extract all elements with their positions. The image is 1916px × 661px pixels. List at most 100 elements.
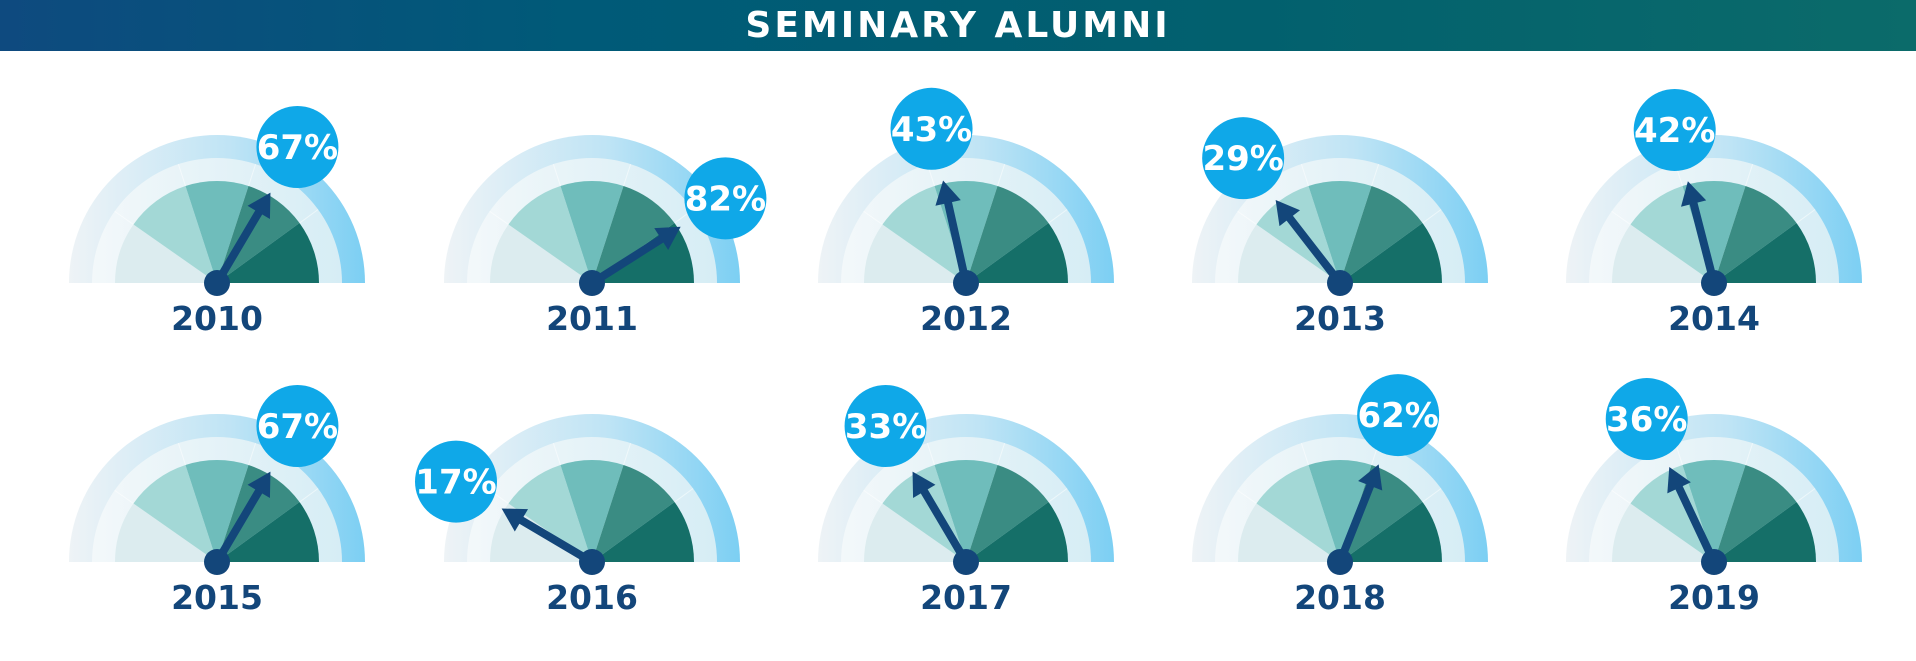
- gauge-segment: [1308, 180, 1372, 283]
- gauge-segment: [1340, 502, 1442, 562]
- gauge-2017: 33% 2017: [818, 385, 1114, 617]
- gauge-needle: [1689, 199, 1718, 287]
- gauge-pivot: [579, 549, 605, 575]
- gauge-segment: [882, 464, 966, 562]
- gauge-segment: [217, 502, 319, 562]
- year-label: 2019: [1668, 578, 1760, 617]
- gauge-segment: [115, 503, 217, 562]
- gauge-segment: [1630, 464, 1714, 562]
- gauge-segment: [966, 502, 1068, 562]
- gauge-tick: [489, 210, 509, 225]
- gauge-pivot: [1327, 270, 1353, 296]
- value-bubble: [256, 106, 339, 189]
- gauge-needle: [1285, 214, 1344, 287]
- year-label: 2011: [546, 299, 638, 338]
- gauge-2014: 42% 2014: [1566, 88, 1862, 338]
- gauge-segment: [864, 503, 966, 562]
- value-label: 33%: [845, 407, 926, 447]
- gauge-2015: 67% 2015: [69, 385, 365, 617]
- gauge-tick: [248, 442, 257, 466]
- value-label: 36%: [1606, 400, 1687, 440]
- gauge-tick: [1422, 209, 1442, 224]
- gauge-2019: 36% 2019: [1566, 378, 1862, 617]
- gauge-2016: 17% 2016: [415, 414, 740, 617]
- gauge-needle: [213, 487, 263, 566]
- gauge-pivot: [1327, 549, 1353, 575]
- gauge-segment: [508, 185, 592, 283]
- gauge-tick: [1745, 442, 1754, 466]
- gauge-segment: [1238, 224, 1340, 283]
- value-bubble: [890, 87, 973, 170]
- gauge-tick: [1237, 489, 1257, 504]
- gauge-tick: [997, 442, 1006, 466]
- gauge-segment: [185, 181, 249, 283]
- gauge-tick: [1371, 163, 1380, 187]
- gauge-pivot: [953, 549, 979, 575]
- gauge-2018: 62% 2018: [1192, 374, 1488, 617]
- gauge-needle: [213, 208, 263, 287]
- gauge-segment: [508, 464, 592, 562]
- gauge-segment: [1612, 503, 1714, 562]
- value-bubble: [1202, 117, 1285, 200]
- gauge-tick: [1611, 489, 1631, 504]
- gauge-segment: [1714, 464, 1797, 562]
- gauge-tick: [1611, 210, 1631, 225]
- gauge-2013: 29% 2013: [1192, 117, 1488, 338]
- gauge-segment: [1256, 464, 1340, 562]
- value-bubble: [1605, 378, 1688, 461]
- gauge-needle: [920, 487, 970, 566]
- year-label: 2015: [171, 578, 263, 617]
- gauge-tick: [863, 489, 883, 504]
- gauge-needle: [944, 198, 970, 287]
- gauge-pivot: [953, 270, 979, 296]
- gauge-segment: [966, 464, 1049, 562]
- gauge-needle-arrowhead: [1275, 200, 1301, 227]
- value-label: 29%: [1202, 139, 1283, 179]
- gauge-needle-arrowhead: [1667, 466, 1691, 494]
- gauge-tick: [623, 442, 632, 466]
- value-label: 67%: [257, 407, 338, 447]
- gauge-tick: [1237, 210, 1257, 225]
- gauge-segment: [1714, 502, 1816, 562]
- gauge-pivot: [1701, 270, 1727, 296]
- gauge-segment: [592, 185, 675, 283]
- gauge-tick: [299, 488, 319, 503]
- gauge-needle: [588, 235, 666, 287]
- gauge-needle-arrowhead: [912, 471, 936, 499]
- gauge-2010: 67% 2010: [69, 106, 365, 338]
- gauge-tick: [623, 163, 632, 187]
- gauge-tick: [177, 163, 186, 187]
- gauge-pivot: [204, 549, 230, 575]
- gauge-segment: [1340, 185, 1423, 283]
- gauge-needle: [517, 516, 596, 566]
- gauge-segment: [934, 460, 998, 562]
- gauge-segment: [217, 464, 300, 562]
- value-bubble: [256, 385, 339, 468]
- gauge-segment: [592, 502, 694, 562]
- gauge-segment: [1630, 185, 1714, 283]
- value-bubble: [684, 157, 767, 240]
- gauge-needle: [1675, 483, 1718, 566]
- gauge-segment: [592, 464, 675, 562]
- gauge-tick: [1745, 163, 1754, 187]
- gauge-pivot: [1701, 549, 1727, 575]
- value-label: 62%: [1357, 396, 1438, 436]
- gauge-tick: [552, 163, 561, 187]
- gauge-segment: [115, 224, 217, 283]
- gauge-segment: [217, 185, 300, 283]
- gauge-tick: [1796, 209, 1816, 224]
- value-label: 43%: [891, 110, 972, 150]
- gauge-tick: [997, 163, 1006, 187]
- year-label: 2018: [1294, 578, 1386, 617]
- value-label: 67%: [257, 128, 338, 168]
- value-label: 42%: [1634, 111, 1715, 151]
- gauge-needle-arrowhead: [247, 192, 271, 220]
- gauge-tick: [674, 488, 694, 503]
- value-bubble: [1633, 88, 1716, 171]
- gauge-segment: [1308, 460, 1372, 562]
- gauge-segment: [490, 224, 592, 283]
- gauge-segment: [966, 185, 1049, 283]
- gauge-segment: [1612, 224, 1714, 283]
- gauge-tick: [1422, 488, 1442, 503]
